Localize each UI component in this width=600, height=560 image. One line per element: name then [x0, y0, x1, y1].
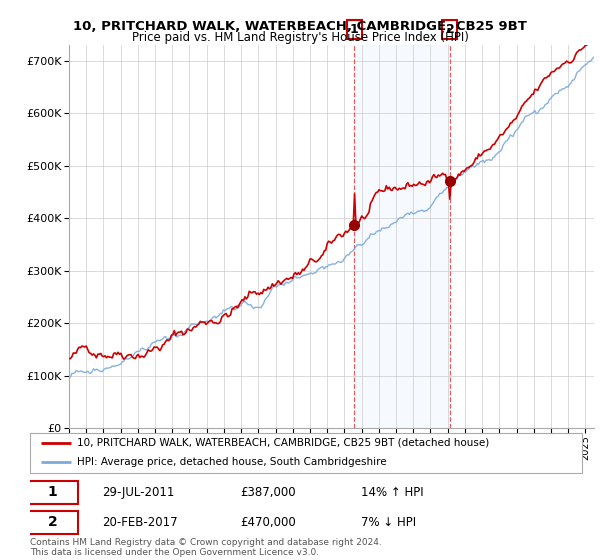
FancyBboxPatch shape — [27, 511, 78, 534]
Text: 7% ↓ HPI: 7% ↓ HPI — [361, 516, 416, 529]
Text: 10, PRITCHARD WALK, WATERBEACH, CAMBRIDGE, CB25 9BT (detached house): 10, PRITCHARD WALK, WATERBEACH, CAMBRIDG… — [77, 438, 489, 448]
Text: 29-JUL-2011: 29-JUL-2011 — [102, 486, 174, 499]
Text: £387,000: £387,000 — [240, 486, 295, 499]
Text: 2: 2 — [446, 23, 454, 36]
Text: 1: 1 — [48, 485, 58, 500]
FancyBboxPatch shape — [27, 480, 78, 504]
Text: £470,000: £470,000 — [240, 516, 296, 529]
Text: Contains HM Land Registry data © Crown copyright and database right 2024.
This d: Contains HM Land Registry data © Crown c… — [30, 538, 382, 557]
Text: 14% ↑ HPI: 14% ↑ HPI — [361, 486, 424, 499]
Text: Price paid vs. HM Land Registry's House Price Index (HPI): Price paid vs. HM Land Registry's House … — [131, 31, 469, 44]
Bar — [354, 45, 450, 428]
Text: 20-FEB-2017: 20-FEB-2017 — [102, 516, 178, 529]
FancyBboxPatch shape — [30, 433, 582, 473]
Text: 2: 2 — [48, 515, 58, 530]
Text: 1: 1 — [350, 23, 359, 36]
Text: 10, PRITCHARD WALK, WATERBEACH, CAMBRIDGE, CB25 9BT: 10, PRITCHARD WALK, WATERBEACH, CAMBRIDG… — [73, 20, 527, 32]
Text: HPI: Average price, detached house, South Cambridgeshire: HPI: Average price, detached house, Sout… — [77, 457, 386, 467]
